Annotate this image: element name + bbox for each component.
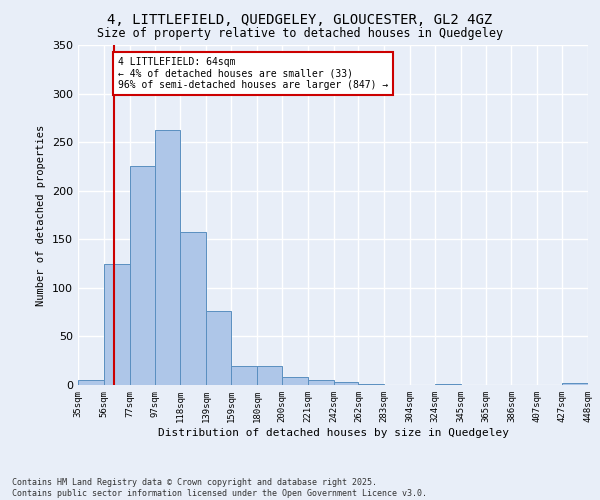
Bar: [206, 311, 231, 385]
Bar: [78, 380, 104, 385]
Bar: [334, 382, 358, 385]
Bar: [257, 366, 282, 385]
Bar: [358, 384, 384, 385]
Text: Size of property relative to detached houses in Quedgeley: Size of property relative to detached ho…: [97, 28, 503, 40]
Bar: [104, 264, 130, 385]
Text: 4, LITTLEFIELD, QUEDGELEY, GLOUCESTER, GL2 4GZ: 4, LITTLEFIELD, QUEDGELEY, GLOUCESTER, G…: [107, 12, 493, 26]
X-axis label: Distribution of detached houses by size in Quedgeley: Distribution of detached houses by size …: [157, 428, 509, 438]
Bar: [181, 232, 206, 385]
Bar: [562, 383, 588, 385]
Bar: [155, 130, 181, 385]
Bar: [231, 366, 257, 385]
Bar: [308, 380, 334, 385]
Text: Contains HM Land Registry data © Crown copyright and database right 2025.
Contai: Contains HM Land Registry data © Crown c…: [12, 478, 427, 498]
Y-axis label: Number of detached properties: Number of detached properties: [37, 124, 46, 306]
Bar: [282, 377, 308, 385]
Bar: [435, 384, 461, 385]
Bar: [130, 166, 155, 385]
Text: 4 LITTLEFIELD: 64sqm
← 4% of detached houses are smaller (33)
96% of semi-detach: 4 LITTLEFIELD: 64sqm ← 4% of detached ho…: [118, 56, 388, 90]
